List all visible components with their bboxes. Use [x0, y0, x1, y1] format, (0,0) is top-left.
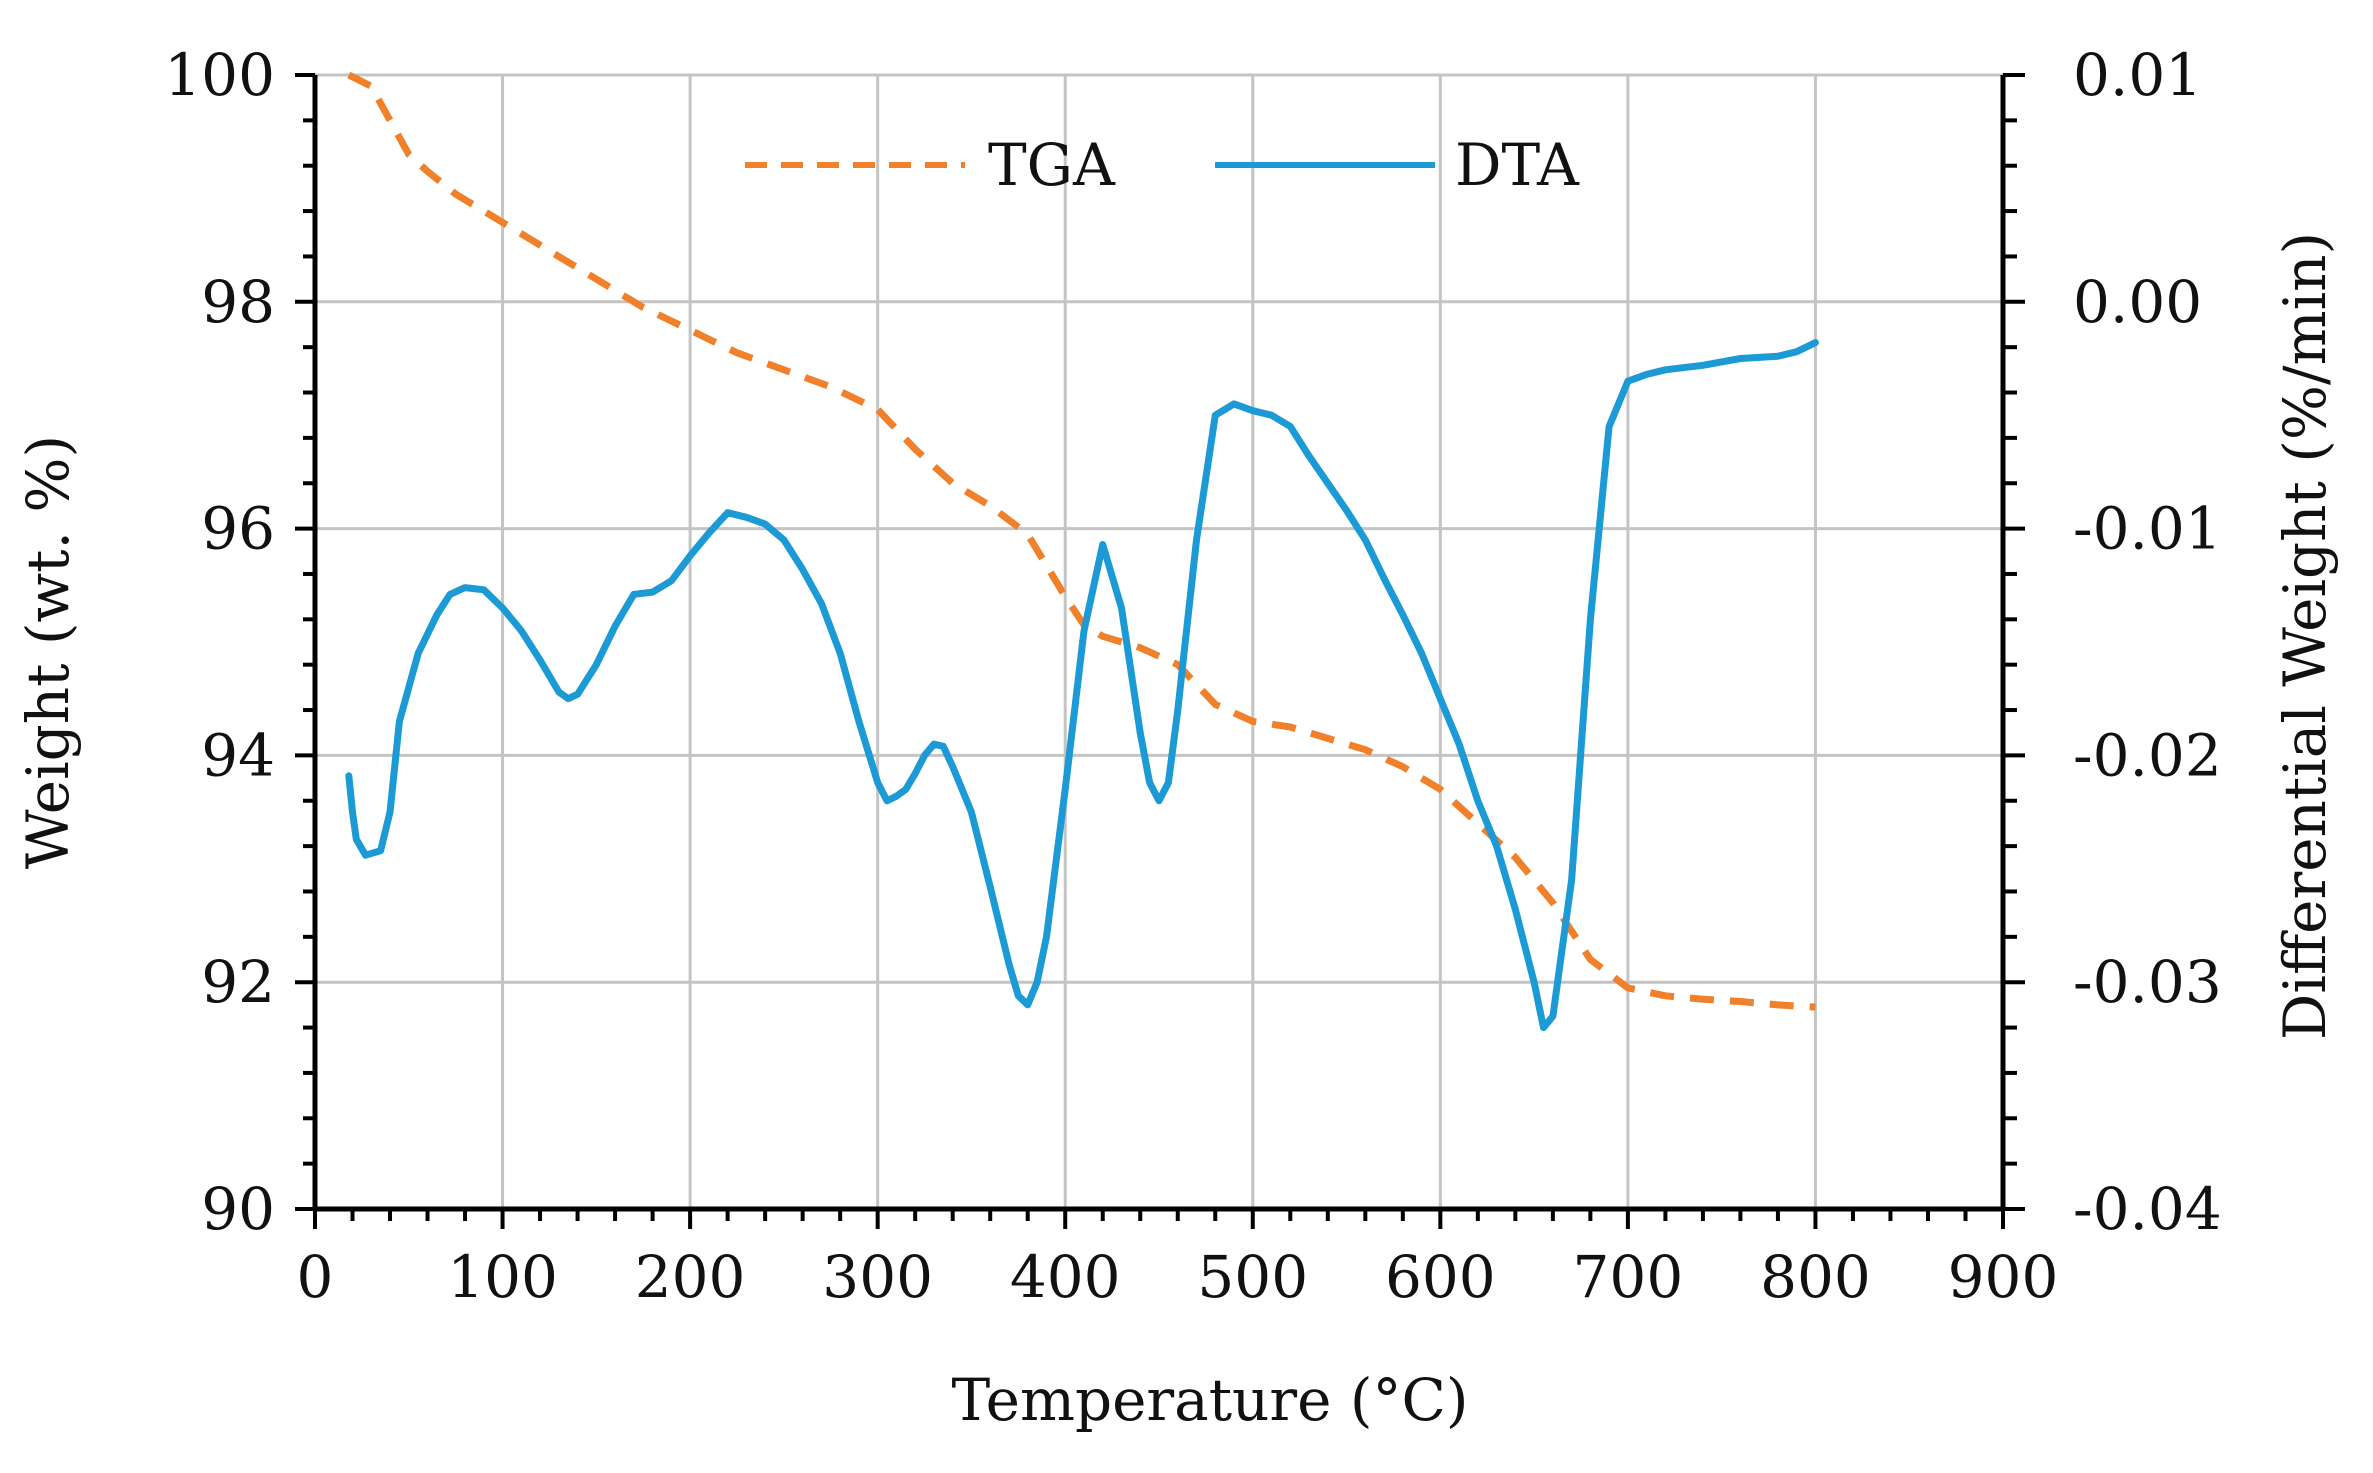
x-tick-label: 500 [1197, 1243, 1308, 1311]
y2-axis-title: Differential Weight (%/min) [2271, 232, 2339, 1040]
y-tick-label: 98 [201, 268, 275, 336]
y2-tick-label: 0.01 [2073, 41, 2202, 109]
x-tick-label: 400 [1010, 1243, 1121, 1311]
y-tick-label: 90 [201, 1175, 275, 1243]
x-tick-label: 600 [1385, 1243, 1496, 1311]
tick-labels: 0 100 200 300 400 500 600 700 800 900 90 92 94 96 98 10… [164, 41, 2221, 1311]
x-tick-label: 100 [447, 1243, 558, 1311]
y-axis-title: Weight (wt. %) [14, 435, 82, 869]
y-tick-label: 100 [164, 41, 275, 109]
x-tick-label: 700 [1573, 1243, 1684, 1311]
y-tick-label: 92 [201, 948, 275, 1016]
legend-dta-label: DTA [1455, 131, 1580, 199]
series-layer [345, 71, 1819, 1032]
y-tick-label: 96 [201, 495, 275, 563]
y2-tick-label: 0.00 [2073, 268, 2202, 336]
y2-tick-label: -0.02 [2073, 721, 2222, 789]
x-tick-label: 800 [1760, 1243, 1871, 1311]
y2-tick-label: -0.01 [2073, 495, 2222, 563]
y2-tick-label: -0.03 [2073, 948, 2222, 1016]
x-tick-label: 200 [635, 1243, 746, 1311]
y-tick-label: 94 [201, 721, 275, 789]
x-tick-label: 0 [297, 1243, 334, 1311]
y2-tick-label: -0.04 [2073, 1175, 2222, 1243]
legend-tga-label: TGA [988, 131, 1116, 199]
x-tick-label: 900 [1948, 1243, 2059, 1311]
x-tick-label: 300 [822, 1243, 933, 1311]
legend: TGA DTA [745, 131, 1580, 199]
x-axis-title: Temperature (°C) [951, 1366, 1468, 1434]
dta-series-line [345, 339, 1819, 1032]
axes [295, 73, 2025, 1229]
